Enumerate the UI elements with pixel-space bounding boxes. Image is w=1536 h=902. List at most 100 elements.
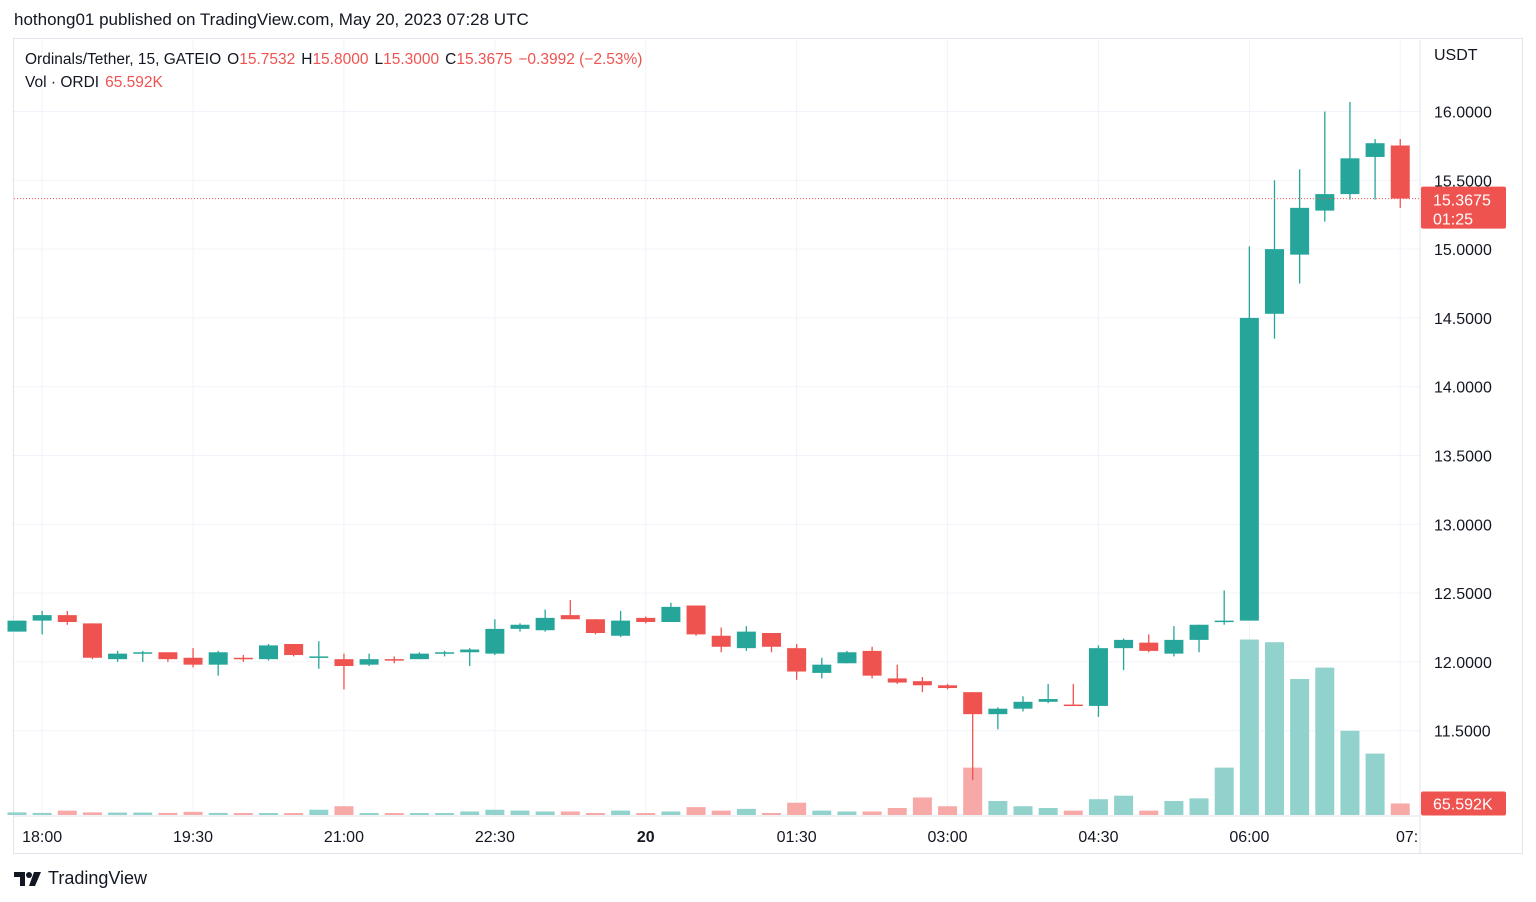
candle-body	[409, 653, 429, 660]
tradingview-brand: TradingView	[48, 868, 148, 888]
volume-bar	[485, 809, 505, 815]
legend-high-value: 15.8000	[312, 51, 369, 68]
candle-body	[787, 648, 807, 672]
legend-volume-label[interactable]: Vol · ORDI	[25, 74, 100, 91]
candle-body	[736, 631, 756, 649]
candle-body	[661, 606, 681, 622]
last-volume-badge	[1421, 791, 1506, 816]
volume-bar	[1365, 753, 1385, 815]
candle-body	[1214, 620, 1234, 623]
volume-bar	[1139, 810, 1159, 815]
volume-bar	[7, 812, 27, 815]
legend-volume-value: 65.592K	[105, 74, 163, 91]
candle-body	[560, 615, 580, 620]
price-tick-label: 15.5000	[1434, 173, 1492, 190]
candle-body	[1114, 639, 1134, 649]
time-tick-label: 06:00	[1229, 829, 1269, 846]
candle-body	[1088, 648, 1108, 706]
volume-bar	[611, 810, 631, 815]
candle-body	[7, 620, 27, 632]
candle-body	[938, 685, 958, 689]
volume-bar	[686, 807, 706, 815]
candle-body	[1139, 642, 1159, 651]
chart-legend: Ordinals/Tether, 15, GATEIO O15.7532 H15.8…	[25, 48, 642, 94]
time-tick-label: 04:30	[1078, 829, 1118, 846]
candle-body	[988, 708, 1008, 715]
time-tick-label: 20	[637, 829, 655, 846]
volume-bar	[460, 811, 480, 815]
time-tick-label: 22:30	[475, 829, 515, 846]
volume-bar	[1239, 639, 1259, 815]
legend-symbol[interactable]: Ordinals/Tether, 15, GATEIO	[25, 51, 222, 68]
candle-body	[862, 650, 882, 676]
volume-bar	[309, 809, 329, 815]
volume-bar	[787, 802, 807, 815]
candle-body	[158, 652, 178, 660]
volume-bar	[711, 810, 731, 815]
volume-bar	[384, 813, 404, 815]
volume-bar	[585, 813, 605, 815]
legend-low-value: 15.3000	[383, 51, 440, 68]
candle-body	[460, 649, 480, 653]
candle-body	[384, 659, 404, 661]
candle-body	[359, 659, 379, 665]
volume-bar	[32, 812, 52, 815]
price-tick-label: 13.0000	[1434, 517, 1492, 534]
volume-bar	[862, 811, 882, 815]
candle-body	[108, 653, 128, 660]
legend-change: −0.3992 (−2.53%)	[518, 51, 643, 68]
last-price-badge	[1421, 186, 1506, 229]
candle-body	[259, 645, 278, 660]
volume-bar	[1214, 767, 1234, 815]
volume-bar	[133, 812, 153, 815]
candle-body	[837, 652, 857, 664]
volume-bar	[837, 811, 857, 815]
legend-high-label: H	[301, 51, 313, 68]
candle-body	[1239, 317, 1259, 621]
tradingview-logo-icon	[14, 871, 41, 886]
legend-close-label: C	[445, 51, 457, 68]
candle-body	[183, 657, 203, 665]
candle-body	[57, 615, 77, 622]
candle-body	[1365, 143, 1385, 157]
volume-bar	[988, 800, 1008, 815]
candle-body	[1340, 158, 1360, 195]
candle-body	[585, 619, 605, 634]
candle-body	[208, 652, 228, 665]
volume-bar	[762, 813, 781, 815]
volume-bar	[1315, 667, 1335, 815]
volume-bar	[1164, 800, 1184, 815]
candle-body	[284, 644, 304, 656]
volume-bar	[158, 812, 178, 815]
volume-bar	[887, 807, 907, 815]
candle-body	[82, 623, 102, 658]
candle-body	[1063, 704, 1083, 707]
legend-close-value: 15.3675	[456, 51, 513, 68]
volume-bar	[435, 813, 455, 815]
volume-bar	[259, 813, 278, 815]
published-byline: hothong01 published on TradingView.com, …	[14, 10, 529, 29]
volume-bar	[183, 811, 203, 815]
price-tick-label: 15.0000	[1434, 242, 1492, 259]
candle-body	[435, 652, 455, 654]
price-tick-label: 11.5000	[1434, 724, 1491, 741]
volume-bar	[82, 812, 102, 815]
volume-bar	[359, 813, 379, 815]
volume-bar	[510, 810, 530, 815]
candle-body	[1290, 207, 1310, 255]
candle-body	[711, 635, 731, 647]
candle-body	[636, 617, 656, 622]
candle-body	[32, 615, 52, 621]
bar-countdown-label: 01:25	[1433, 212, 1473, 229]
time-tick-label: 18:00	[22, 829, 62, 846]
volume-bar	[284, 813, 304, 815]
volume-bar	[1063, 810, 1083, 815]
tradingview-logo[interactable]: TradingView	[14, 868, 147, 889]
volume-bar	[938, 806, 958, 815]
volume-bar	[736, 808, 756, 815]
time-tick-label: 03:00	[928, 829, 968, 846]
volume-bar	[661, 811, 681, 815]
candle-body	[887, 678, 907, 683]
time-tick-label: 21:00	[324, 829, 364, 846]
